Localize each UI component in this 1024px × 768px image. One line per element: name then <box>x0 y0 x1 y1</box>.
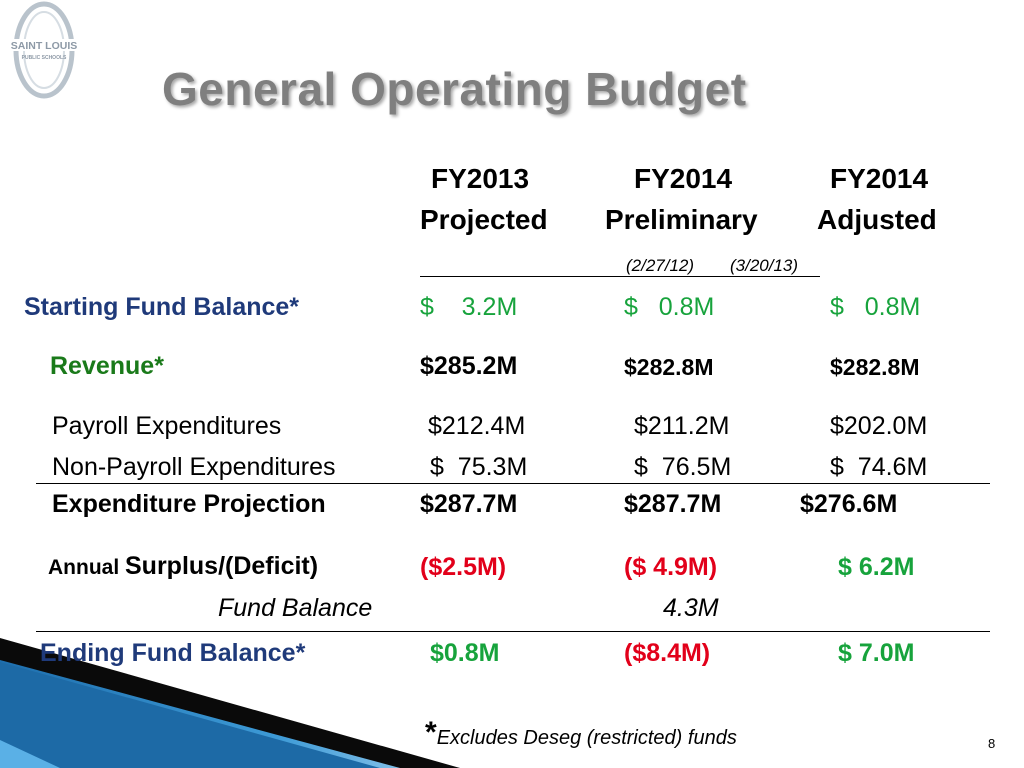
ending-balance-fy2014-prelim: ($8.4M) <box>624 639 711 667</box>
page-number: 8 <box>988 736 996 751</box>
revenue-label: Revenue* <box>50 352 164 380</box>
expenditure-fy2014-prelim: $287.7M <box>624 490 722 518</box>
header-underline <box>420 276 820 277</box>
footnote-text: Excludes Deseg (restricted) funds <box>436 727 737 749</box>
col1-header-year: FY2013 <box>431 163 530 194</box>
starting-balance-fy2014-prelim: $ 0.8M <box>624 293 715 321</box>
revenue-fy2014-adj: $282.8M <box>830 354 920 380</box>
payroll-fy2014-prelim: $211.2M <box>634 412 730 440</box>
logo-line2: PUBLIC SCHOOLS <box>22 55 67 61</box>
ending-balance-fy2014-adj: $ 7.0M <box>838 639 915 667</box>
col3-header-year: FY2014 <box>830 163 929 194</box>
saint-louis-public-schools-logo: SAINT LOUIS PUBLIC SCHOOLS <box>2 1 86 99</box>
fund-balance-label: Fund Balance <box>218 594 373 622</box>
expenditure-fy2014-adj: $276.6M <box>800 490 898 518</box>
expenditure-fy2013: $287.7M <box>420 490 518 518</box>
payroll-fy2013: $212.4M <box>428 412 526 440</box>
ending-balance-label: Ending Fund Balance* <box>40 639 306 667</box>
col2-header-label: Preliminary <box>605 204 758 235</box>
starting-balance-label: Starting Fund Balance* <box>24 293 300 321</box>
fund-balance-fy2014-prelim: 4.3M <box>663 594 719 622</box>
surplus-label: Annual Surplus/(Deficit) <box>48 552 318 581</box>
page-title: General Operating Budget <box>162 63 747 115</box>
nonpayroll-label: Non-Payroll Expenditures <box>52 453 336 481</box>
col2-header-year: FY2014 <box>634 163 733 194</box>
revenue-fy2013: $285.2M <box>420 352 518 380</box>
surplus-fy2014-prelim: ($ 4.9M) <box>624 553 718 581</box>
surplus-label-main: Surplus/(Deficit) <box>125 552 319 580</box>
payroll-fy2014-adj: $202.0M <box>830 412 928 440</box>
surplus-fy2013: ($2.5M) <box>420 553 507 581</box>
expenditure-divider <box>36 483 990 484</box>
expenditure-label: Expenditure Projection <box>52 490 326 518</box>
footnote-asterisk: * <box>425 716 437 749</box>
revenue-fy2014-prelim: $282.8M <box>624 354 714 380</box>
surplus-fy2014-adj: $ 6.2M <box>838 553 915 581</box>
col3-header-label: Adjusted <box>817 204 937 235</box>
logo-line1: SAINT LOUIS <box>11 40 78 52</box>
footnote: *Excludes Deseg (restricted) funds <box>425 716 737 750</box>
starting-balance-fy2014-adj: $ 0.8M <box>830 293 921 321</box>
starting-balance-fy2013: $ 3.2M <box>420 293 518 321</box>
col1-header-label: Projected <box>420 204 548 235</box>
blue-swoosh-decoration <box>0 638 460 768</box>
payroll-label: Payroll Expenditures <box>52 412 282 440</box>
ending-divider <box>36 631 990 632</box>
col2-date: (2/27/12) <box>626 256 695 275</box>
nonpayroll-fy2013: $ 75.3M <box>430 453 528 481</box>
nonpayroll-fy2014-adj: $ 74.6M <box>830 453 928 481</box>
ending-balance-fy2013: $0.8M <box>430 639 500 667</box>
col3-date: (3/20/13) <box>730 256 799 275</box>
surplus-label-prefix: Annual <box>48 556 125 579</box>
nonpayroll-fy2014-prelim: $ 76.5M <box>634 453 732 481</box>
